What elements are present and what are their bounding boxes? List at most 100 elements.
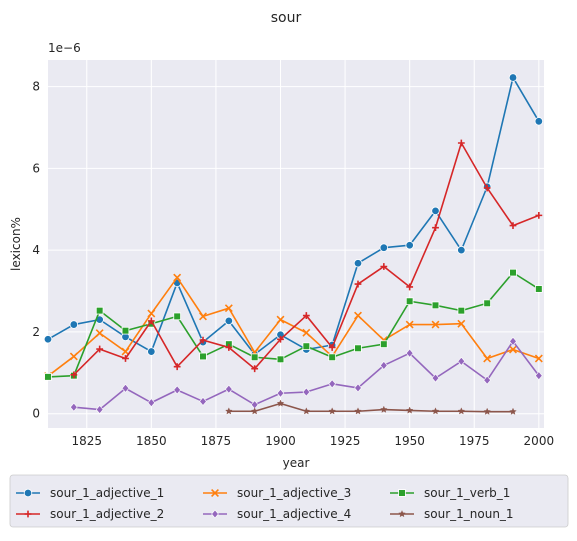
data-point xyxy=(328,407,336,415)
data-point xyxy=(353,259,363,268)
data-point xyxy=(69,352,78,361)
data-point xyxy=(276,355,285,364)
legend-item: sour_1_adjective_2 xyxy=(16,507,164,521)
data-point xyxy=(147,309,156,318)
data-point xyxy=(457,139,465,147)
data-point xyxy=(302,342,311,351)
plot-area xyxy=(48,60,544,428)
legend-item: sour_1_adjective_4 xyxy=(203,507,351,521)
data-point xyxy=(302,312,310,319)
data-point xyxy=(250,407,259,415)
data-point xyxy=(251,365,259,373)
data-point xyxy=(457,407,466,415)
legend-marker xyxy=(23,488,33,498)
data-point xyxy=(328,353,336,362)
data-point xyxy=(457,245,466,255)
legend: sour_1_adjective_1 sour_1_adjective_3 sour… xyxy=(9,474,569,528)
x-tick-label: 1925 xyxy=(330,434,361,448)
legend-item: sour_1_verb_1 xyxy=(390,486,510,500)
data-point xyxy=(509,268,517,277)
data-point xyxy=(302,407,311,415)
data-point xyxy=(95,405,104,415)
x-tick-label: 1875 xyxy=(201,434,232,448)
data-point xyxy=(354,311,362,320)
data-point xyxy=(354,407,362,415)
series-sour_1_noun_1 xyxy=(225,399,517,415)
data-point xyxy=(147,398,156,408)
data-point xyxy=(199,396,207,406)
data-point xyxy=(431,301,440,310)
legend-label: sour_1_verb_1 xyxy=(424,486,510,500)
series-sour_1_adjective_2 xyxy=(70,139,543,379)
y-offset-label: 1e−6 xyxy=(48,41,81,55)
data-point xyxy=(457,319,466,328)
data-point xyxy=(173,385,181,395)
data-point xyxy=(95,329,104,338)
data-point xyxy=(509,336,517,346)
data-point xyxy=(535,371,543,381)
x-tick-label: 1900 xyxy=(265,434,296,448)
data-point xyxy=(405,320,414,329)
data-point xyxy=(95,306,104,315)
data-point xyxy=(379,243,389,252)
data-point xyxy=(199,352,207,361)
legend-marker xyxy=(211,489,219,497)
data-point xyxy=(380,405,388,413)
data-point xyxy=(483,375,491,385)
data-point xyxy=(70,371,78,379)
data-point xyxy=(122,355,129,362)
chart-title: sour xyxy=(271,10,302,26)
data-point xyxy=(276,399,285,407)
data-point xyxy=(328,379,336,389)
data-point xyxy=(431,407,440,415)
data-point xyxy=(121,383,130,393)
data-point xyxy=(509,345,517,354)
series-sour_1_verb_1 xyxy=(44,268,543,381)
data-point xyxy=(380,340,388,348)
data-point xyxy=(405,241,414,250)
data-point xyxy=(457,306,466,315)
data-point xyxy=(224,316,234,326)
data-point xyxy=(69,320,79,329)
y-tick-label: 8 xyxy=(32,80,40,94)
x-tick-label: 1825 xyxy=(71,434,102,448)
data-point xyxy=(225,384,233,394)
data-point xyxy=(43,335,53,344)
legend-label: sour_1_adjective_3 xyxy=(237,486,351,500)
data-point xyxy=(173,363,181,371)
legend-label: sour_1_adjective_4 xyxy=(237,507,351,521)
data-point xyxy=(535,211,543,219)
data-point xyxy=(483,407,491,415)
data-point xyxy=(250,353,259,362)
data-point xyxy=(483,184,491,192)
y-tick-label: 6 xyxy=(32,161,40,175)
data-point xyxy=(354,383,362,393)
data-point xyxy=(406,283,414,291)
data-point xyxy=(302,328,311,337)
series-line xyxy=(47,276,540,377)
data-point xyxy=(483,354,492,363)
data-point xyxy=(457,356,466,366)
data-point xyxy=(431,206,440,216)
x-tick-label: 2000 xyxy=(524,434,555,448)
data-point xyxy=(405,406,414,414)
data-point xyxy=(354,280,362,288)
legend-label: sour_1_adjective_1 xyxy=(50,486,164,500)
x-tick-label: 1950 xyxy=(394,434,425,448)
series-layer xyxy=(43,73,544,415)
legend-item: sour_1_adjective_1 xyxy=(16,486,164,500)
data-point xyxy=(508,73,518,82)
data-point xyxy=(405,348,414,358)
data-point xyxy=(534,354,543,363)
data-point xyxy=(380,360,388,370)
legend-item: sour_1_noun_1 xyxy=(390,507,514,521)
data-point xyxy=(276,388,285,398)
data-point xyxy=(276,315,285,324)
series-sour_1_adjective_4 xyxy=(70,336,543,415)
data-point xyxy=(70,402,78,412)
x-axis: 1825 1850 1875 1900 1925 1950 1975 2000 xyxy=(71,434,554,448)
data-point xyxy=(173,312,181,321)
y-axis: 0 2 4 6 8 xyxy=(32,80,40,421)
